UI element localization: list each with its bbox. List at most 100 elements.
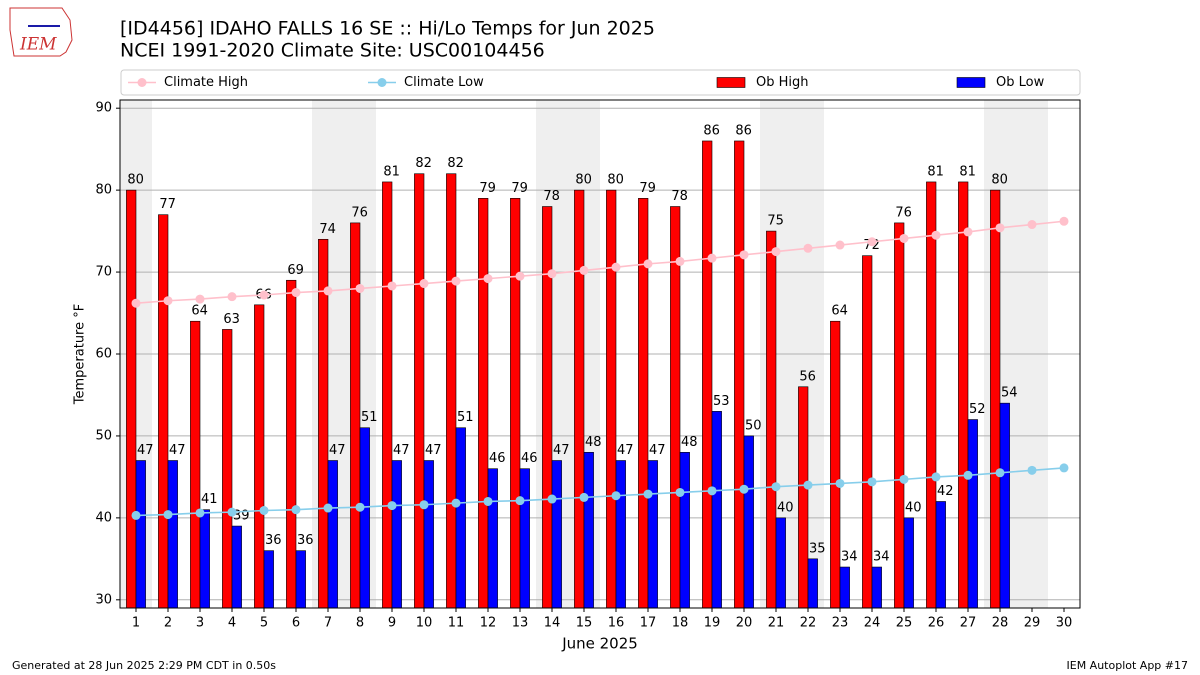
plot-frame	[119, 99, 1081, 609]
data-label: 82	[447, 156, 464, 171]
data-label: 34	[873, 550, 890, 565]
data-label: 79	[511, 181, 528, 196]
line-marker	[995, 468, 1005, 478]
legend-label: Climate Low	[404, 75, 484, 90]
x-tick-label: 13	[512, 616, 529, 631]
data-label: 47	[553, 443, 570, 458]
bar	[839, 566, 850, 609]
line-marker	[803, 480, 813, 490]
bar	[830, 320, 841, 609]
bar	[222, 329, 233, 609]
line-marker	[131, 510, 141, 520]
bar	[894, 222, 905, 609]
data-label: 36	[265, 533, 282, 548]
x-tick-label: 8	[356, 616, 364, 631]
line-marker	[931, 230, 941, 240]
line-marker	[643, 489, 653, 499]
data-label: 81	[927, 164, 944, 179]
line-marker	[899, 233, 909, 243]
bar	[862, 255, 873, 609]
bar	[167, 460, 178, 609]
line-marker	[323, 503, 333, 513]
chart-subtitle: NCEI 1991-2020 Climate Site: USC00104456	[120, 40, 545, 62]
x-tick-label: 29	[1024, 616, 1041, 631]
x-axis-label: June 2025	[561, 635, 638, 653]
bar	[126, 189, 137, 609]
legend-box	[120, 69, 1081, 96]
line-marker	[611, 262, 621, 272]
bar	[350, 222, 361, 609]
line-marker	[1059, 216, 1069, 226]
line-marker	[195, 508, 205, 518]
x-tick-label: 25	[896, 616, 913, 631]
line-marker	[387, 501, 397, 511]
bar	[382, 181, 393, 609]
bar	[958, 181, 969, 609]
bar	[551, 460, 562, 609]
bar	[455, 427, 466, 609]
bar	[926, 181, 937, 609]
x-tick-label: 27	[960, 616, 977, 631]
line-marker	[451, 498, 461, 508]
line-marker	[771, 247, 781, 257]
bar	[263, 550, 274, 609]
bar	[414, 173, 425, 609]
data-label: 48	[585, 435, 602, 450]
bar	[606, 189, 617, 609]
bar	[510, 198, 521, 609]
line-marker	[419, 279, 429, 289]
data-label: 34	[841, 550, 858, 565]
legend-swatch	[377, 78, 387, 87]
line-marker	[355, 502, 365, 512]
data-label: 47	[425, 443, 442, 458]
data-label: 79	[479, 181, 496, 196]
line-marker	[835, 240, 845, 250]
data-label: 42	[937, 484, 954, 499]
x-tick-label: 19	[704, 616, 721, 631]
y-tick-label: 50	[95, 428, 112, 443]
data-label: 86	[735, 123, 752, 138]
legend-label: Ob High	[756, 75, 809, 90]
data-label: 47	[137, 443, 154, 458]
line-marker	[1027, 465, 1037, 475]
bar	[190, 320, 201, 609]
bar	[990, 189, 1001, 609]
legend-label: Climate High	[164, 75, 248, 90]
data-label: 51	[457, 410, 474, 425]
x-tick-label: 28	[992, 616, 1009, 631]
data-label: 69	[287, 263, 304, 278]
x-tick-label: 9	[388, 616, 396, 631]
line-marker	[579, 492, 589, 502]
line-marker	[771, 482, 781, 492]
y-tick-label: 70	[95, 265, 112, 280]
data-label: 76	[351, 205, 368, 220]
line-marker	[931, 472, 941, 482]
bar	[519, 468, 530, 609]
line-marker	[707, 486, 717, 496]
line-marker	[515, 496, 525, 506]
bar	[286, 279, 297, 609]
chart-title: [ID4456] IDAHO FALLS 16 SE :: Hi/Lo Temp…	[120, 18, 655, 40]
line-marker	[163, 296, 173, 306]
bar	[574, 189, 585, 609]
data-label: 46	[489, 451, 506, 466]
line-marker	[547, 269, 557, 279]
y-tick-label: 90	[95, 101, 112, 116]
line-marker	[675, 487, 685, 497]
data-label: 78	[543, 189, 560, 204]
bar	[295, 550, 306, 609]
data-label: 47	[617, 443, 634, 458]
line-marker	[963, 227, 973, 237]
bar	[391, 460, 402, 609]
line-marker	[867, 237, 877, 247]
bar	[158, 214, 169, 609]
line-marker	[1059, 463, 1069, 473]
data-label: 50	[745, 418, 762, 433]
data-label: 46	[521, 451, 538, 466]
data-label: 54	[1001, 386, 1018, 401]
x-tick-label: 10	[416, 616, 433, 631]
data-label: 48	[681, 435, 698, 450]
data-label: 64	[831, 304, 848, 319]
logo: IEM	[9, 7, 73, 57]
bar	[903, 517, 914, 609]
